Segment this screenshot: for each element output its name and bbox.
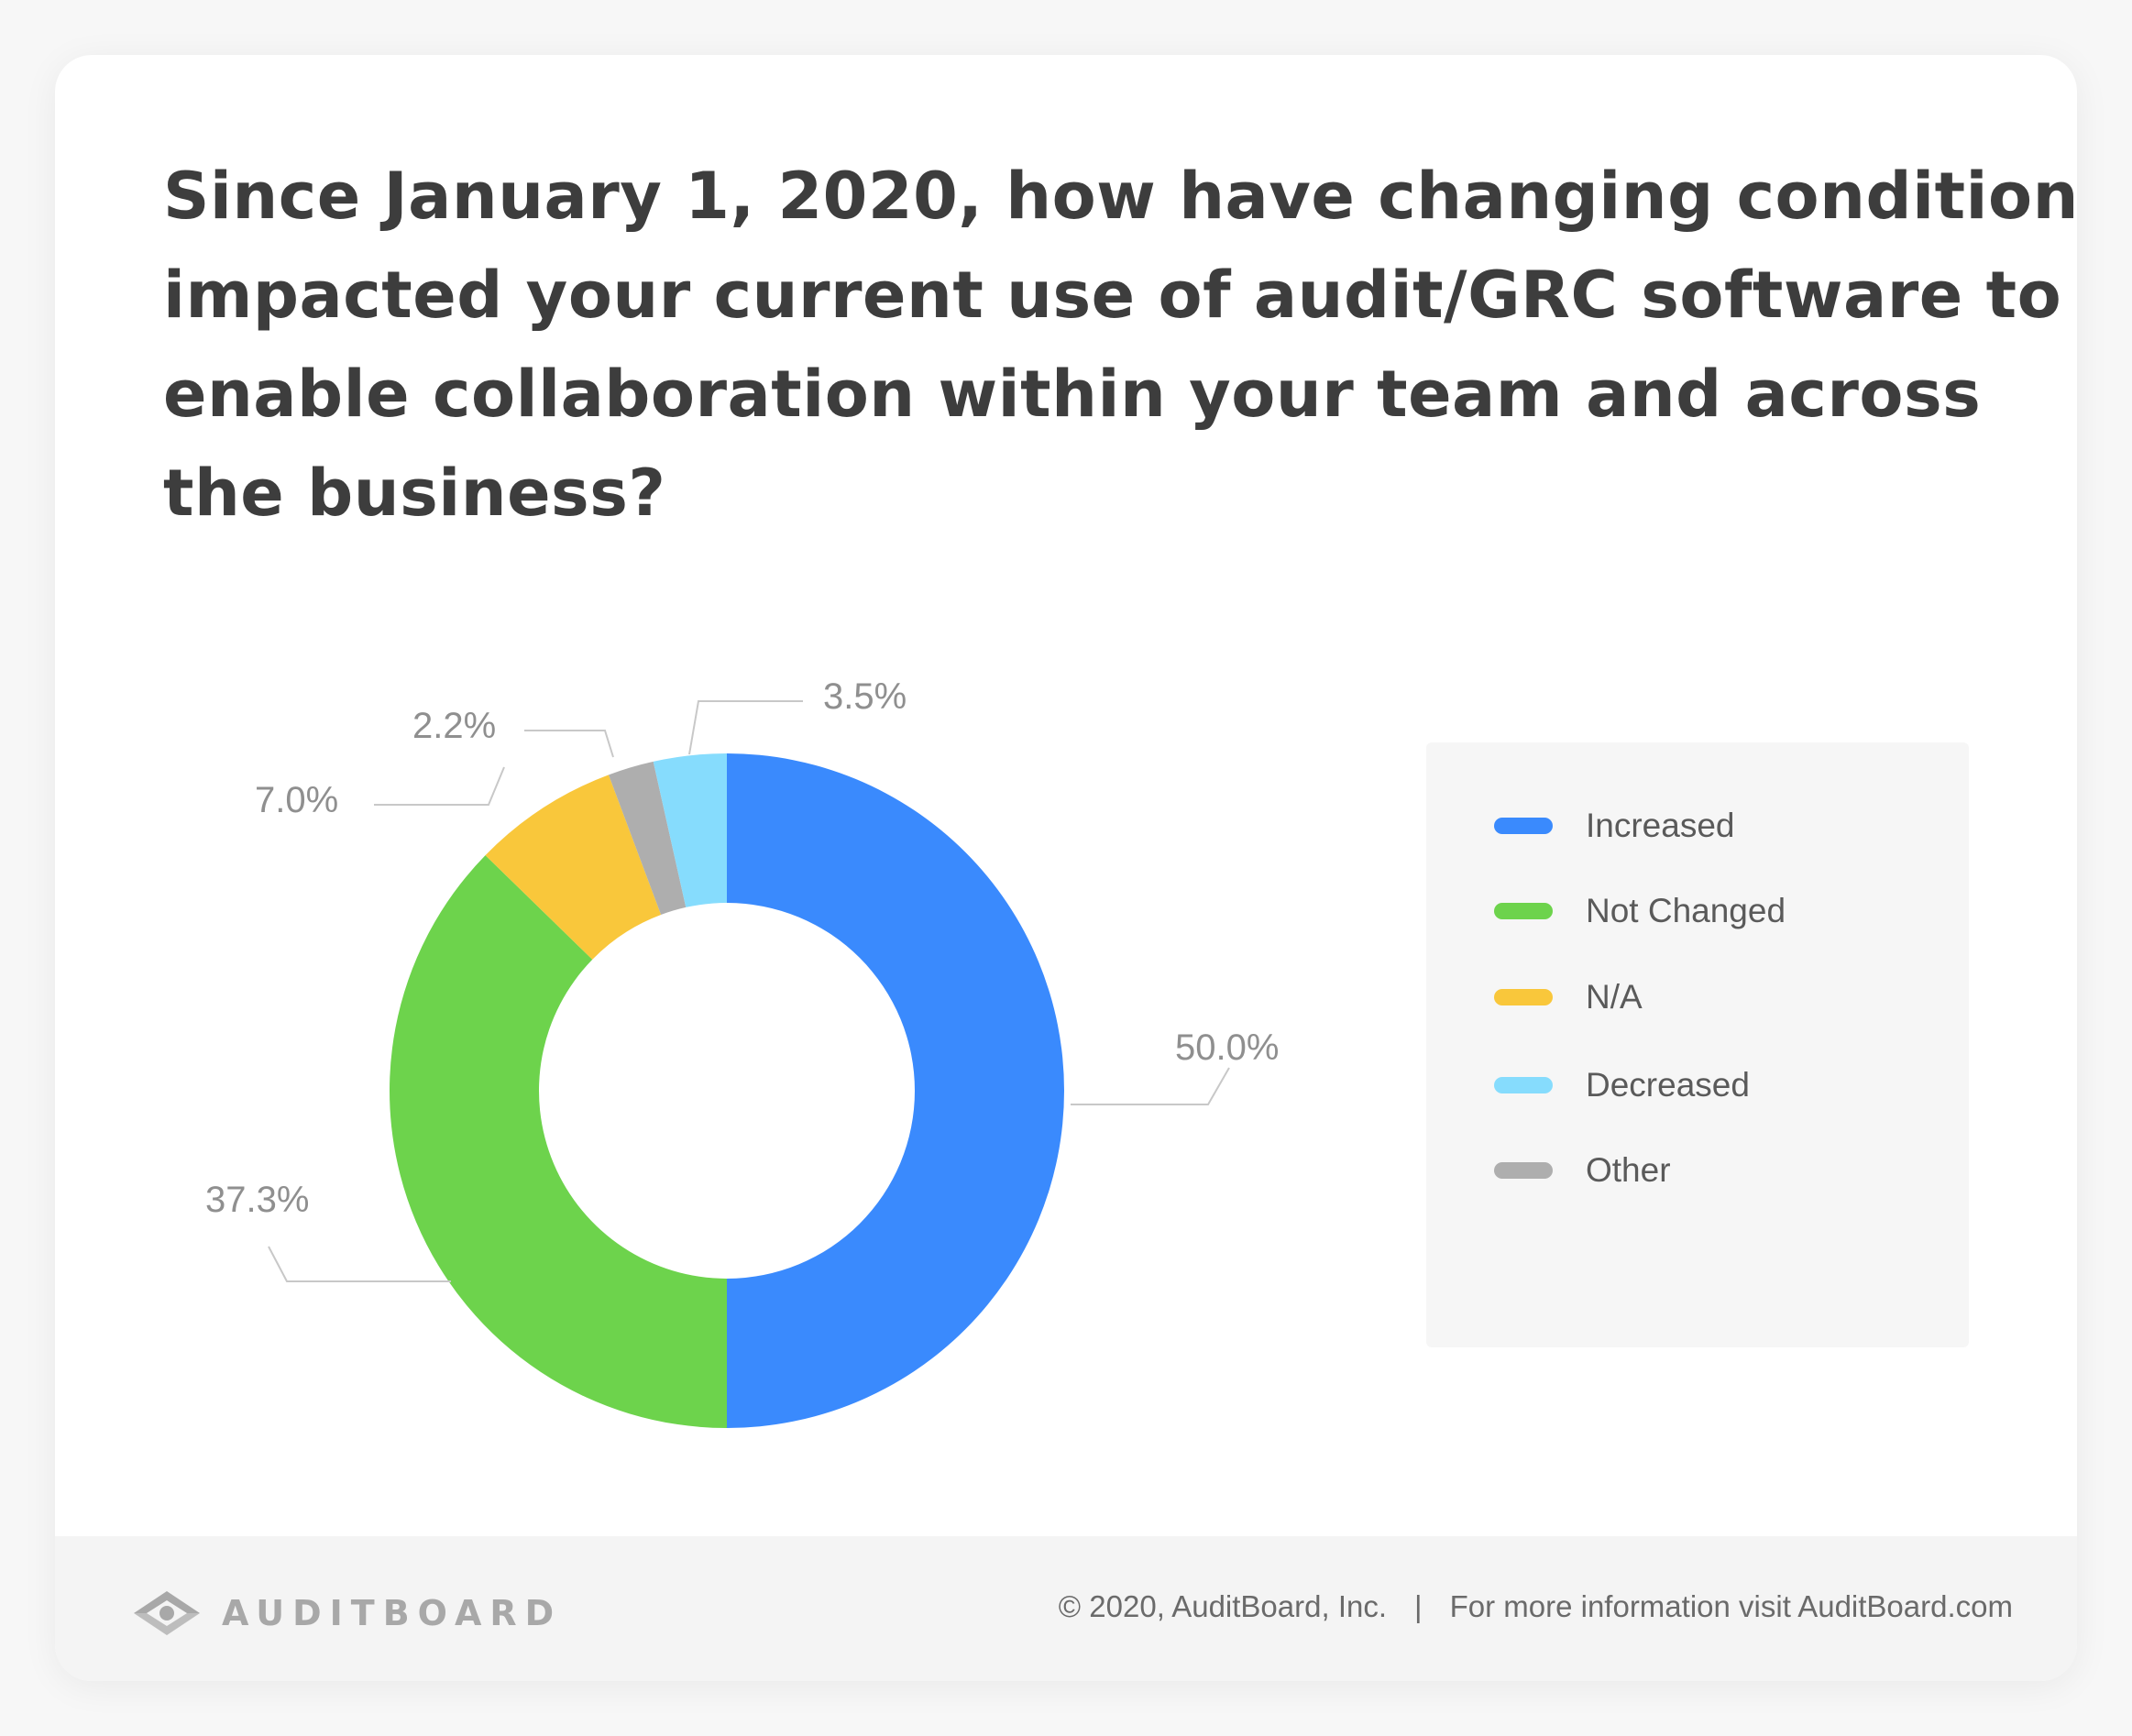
info-link[interactable]: For more information visit AuditBoard.co… [1449, 1589, 2013, 1623]
data-label: 37.3% [205, 1180, 309, 1220]
legend-item-na: N/A [1426, 978, 1643, 1016]
chart-title: Since January 1, 2020, how have changing… [163, 147, 2077, 543]
copyright-text: © 2020, AuditBoard, Inc. [1058, 1589, 1388, 1623]
legend-label: Decreased [1586, 1066, 1750, 1104]
donut-slice-other [609, 761, 687, 916]
donut-chart: 50.0% 37.3% 7.0% 2.2% 3.5% [205, 676, 1279, 1428]
footer: AUDITBOARD © 2020, AuditBoard, Inc. | For … [55, 1536, 2077, 1681]
legend-swatch [1494, 903, 1553, 919]
legend-label: Other [1586, 1151, 1671, 1189]
logo-text: AUDITBOARD [222, 1593, 563, 1633]
title-line: the business? [163, 456, 666, 531]
title-line: impacted your current use of audit/GRC s… [163, 258, 2062, 333]
data-label: 3.5% [823, 676, 907, 717]
legend-item-not-changed: Not Changed [1426, 892, 1786, 930]
leader-line [374, 766, 505, 806]
data-label: 7.0% [255, 780, 338, 820]
legend-item-decreased: Decreased [1426, 1066, 1750, 1104]
footer-separator: | [1414, 1589, 1423, 1623]
donut-slice-n-a [485, 775, 662, 960]
leader-line [268, 1246, 451, 1282]
legend-label: Increased [1586, 807, 1735, 844]
chart-legend: Increased Not Changed N/A Decreased Othe… [1426, 742, 1969, 1347]
leader-line [1071, 1067, 1230, 1105]
auditboard-logo: AUDITBOARD [130, 1586, 562, 1641]
donut-slice-increased [727, 753, 1064, 1428]
legend-swatch [1494, 1077, 1553, 1093]
donut-slice-decreased [653, 753, 727, 907]
legend-swatch [1494, 1162, 1553, 1179]
auditboard-logo-icon [134, 1591, 200, 1635]
leader-line [524, 730, 614, 758]
infographic-card: Since January 1, 2020, how have changing… [55, 55, 2077, 1681]
data-label: 2.2% [412, 706, 496, 746]
legend-swatch [1494, 989, 1553, 1005]
leader-line [688, 700, 803, 755]
title-line: Since January 1, 2020, how have changing… [163, 159, 2077, 234]
legend-item-other: Other [1426, 1151, 1671, 1190]
legend-label: N/A [1586, 978, 1643, 1016]
donut-slice-not-changed [389, 855, 727, 1428]
legend-label: Not Changed [1586, 892, 1786, 929]
title-line: enable collaboration within your team an… [163, 357, 1982, 432]
legend-swatch [1494, 818, 1553, 834]
data-label: 50.0% [1175, 1027, 1279, 1068]
footer-info: © 2020, AuditBoard, Inc. | For more inform… [1059, 1589, 2013, 1624]
legend-item-increased: Increased [1426, 807, 1735, 845]
